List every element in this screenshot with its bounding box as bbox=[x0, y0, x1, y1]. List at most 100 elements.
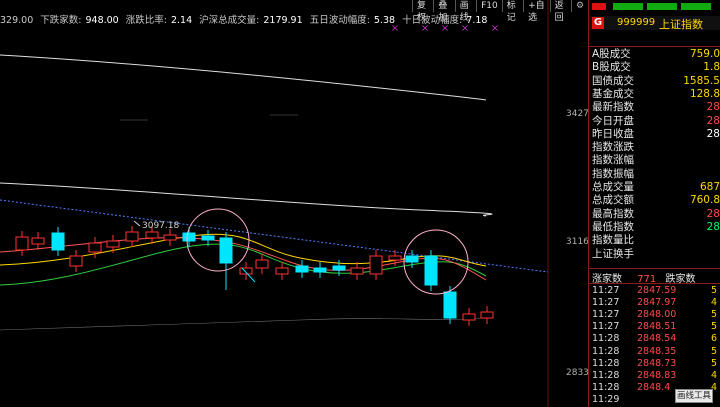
index-code: 999999 bbox=[617, 17, 656, 28]
info-label: 指数振幅 bbox=[592, 167, 634, 180]
up-count-value: 771 bbox=[637, 274, 657, 285]
candle bbox=[31, 237, 45, 245]
info-value: 28 bbox=[706, 101, 720, 114]
info-label: B股成交 bbox=[592, 61, 631, 74]
tick-price: 2848.4 bbox=[637, 381, 671, 393]
info-row: 最高指数 28 bbox=[589, 208, 720, 220]
index-badge: G bbox=[592, 17, 604, 29]
down-count-label: 下跌家数: bbox=[40, 15, 82, 26]
info-row: 总成交量 687 bbox=[589, 181, 720, 193]
ma-line-yellow bbox=[0, 233, 487, 267]
down-count-label-panel: 跌家数 bbox=[665, 274, 696, 285]
info-value: 28 bbox=[706, 127, 720, 140]
info-row: 最新指数 28 bbox=[589, 101, 720, 113]
kline-chart-area[interactable]: 329.00 下跌家数: 948.00 涨跌比率: 2.14 沪深总成交量: 2179… bbox=[0, 0, 588, 407]
info-label: 指数涨幅 bbox=[592, 154, 634, 167]
tick-time: 11:27 bbox=[592, 321, 620, 333]
info-label: 最高指数 bbox=[592, 207, 634, 220]
market-stats-bar: 329.00 下跌家数: 948.00 涨跌比率: 2.14 沪深总成交量: 2179… bbox=[0, 12, 491, 26]
candle bbox=[275, 267, 289, 275]
strip-green-1 bbox=[613, 3, 643, 10]
tick-row: 11:28 2848.73 5 bbox=[589, 358, 720, 369]
info-row: 指数涨跌 bbox=[589, 141, 720, 153]
info-label: 指数量比 bbox=[592, 234, 634, 247]
candle bbox=[51, 232, 65, 251]
tick-time: 11:28 bbox=[592, 369, 620, 381]
info-row: 基金成交 128.8 bbox=[589, 88, 720, 100]
candle bbox=[106, 240, 120, 248]
tick-qty: 4 bbox=[710, 297, 717, 309]
panel-divider bbox=[588, 0, 589, 407]
candle bbox=[443, 291, 457, 319]
separator-line bbox=[589, 283, 720, 284]
info-label: 今日开盘 bbox=[592, 114, 634, 127]
peak-annotation: 3097.18 bbox=[142, 221, 179, 231]
info-value: 128.8 bbox=[689, 87, 720, 100]
volume-value: 2179.91 bbox=[263, 15, 303, 26]
info-value: 760.8 bbox=[689, 194, 720, 207]
info-label: 指数涨跌 bbox=[592, 141, 634, 154]
candle bbox=[88, 242, 102, 253]
strip-red bbox=[592, 3, 606, 10]
info-row: B股成交 1.8 bbox=[589, 61, 720, 73]
stats-prefix: 329.00 bbox=[0, 15, 34, 26]
info-row: 指数涨幅 bbox=[589, 154, 720, 166]
fiveday-value: 5.38 bbox=[373, 15, 396, 26]
panel-top-strip bbox=[589, 0, 720, 14]
info-row: 昨日收盘 28 bbox=[589, 128, 720, 140]
peak-annotation-arrow bbox=[133, 220, 141, 227]
tick-price: 2848.54 bbox=[637, 333, 677, 345]
candle bbox=[350, 267, 364, 275]
tick-qty: 5 bbox=[710, 321, 717, 333]
info-row: A股成交 759.0 bbox=[589, 48, 720, 60]
down-count-value: 948.00 bbox=[85, 15, 119, 26]
marker-x-icon: × bbox=[491, 23, 499, 34]
ma-line-green bbox=[0, 243, 487, 286]
info-value: 759.0 bbox=[689, 48, 720, 60]
tick-row: 11:27 2847.59 5 bbox=[589, 285, 720, 296]
toolbar-button-mark[interactable]: 标记 bbox=[501, 0, 523, 23]
ma-line-red bbox=[0, 237, 487, 281]
candle bbox=[255, 259, 269, 269]
candle bbox=[424, 255, 438, 286]
toolbar-button-overlay[interactable]: 叠加 bbox=[433, 0, 454, 23]
toolbar-button-add-watch[interactable]: +自选 bbox=[523, 0, 550, 23]
separator-line bbox=[589, 268, 720, 269]
highlight-circle bbox=[403, 229, 469, 295]
info-label: 最低指数 bbox=[592, 220, 634, 233]
info-label: A股成交 bbox=[592, 48, 631, 60]
candle bbox=[369, 255, 383, 275]
toolbar-button-back[interactable]: 返回 bbox=[549, 0, 571, 23]
info-label: 上证换手 bbox=[592, 247, 634, 260]
index-header[interactable]: G 999999 上证指数 bbox=[589, 16, 720, 31]
price-axis-label: 2833 bbox=[566, 368, 588, 378]
info-label: 总成交量 bbox=[592, 181, 634, 193]
quote-panel: G 999999 上证指数 A股成交 759.0 B股成交 1.8 国债成交 1585.5… bbox=[589, 0, 720, 407]
advance-decline-row: 涨家数 771 跌家数 bbox=[592, 270, 695, 285]
toolbar-button-fuquan[interactable]: 复权 bbox=[412, 0, 433, 23]
toolbar-button-f10[interactable]: F10 bbox=[476, 0, 502, 12]
tick-time: 11:28 bbox=[592, 381, 620, 393]
tick-price: 2848.35 bbox=[637, 345, 677, 357]
tick-price: 2848.51 bbox=[637, 321, 677, 333]
tick-qty: 4 bbox=[710, 381, 717, 393]
tenday-label: 十日波动幅度: bbox=[402, 15, 463, 26]
candle bbox=[295, 265, 309, 273]
info-row: 今日开盘 28 bbox=[589, 115, 720, 127]
candle bbox=[145, 231, 159, 239]
tick-price: 2848.00 bbox=[637, 309, 677, 321]
tick-price: 2847.59 bbox=[637, 285, 677, 296]
candle bbox=[182, 232, 196, 242]
separator-line bbox=[589, 46, 720, 47]
settings-icon[interactable]: ⚙ bbox=[570, 0, 588, 12]
info-value: 1585.5 bbox=[683, 74, 720, 87]
candle bbox=[125, 231, 139, 242]
info-value: 28 bbox=[706, 207, 720, 220]
toolbar-button-draw[interactable]: 画线 bbox=[454, 0, 476, 23]
tick-qty: 5 bbox=[710, 285, 717, 296]
tick-time: 11:28 bbox=[592, 357, 620, 369]
tick-row: 11:29 bbox=[589, 394, 720, 405]
tick-price: 2848.73 bbox=[637, 357, 677, 369]
draw-tool-button[interactable]: 画线工具 bbox=[675, 389, 713, 403]
